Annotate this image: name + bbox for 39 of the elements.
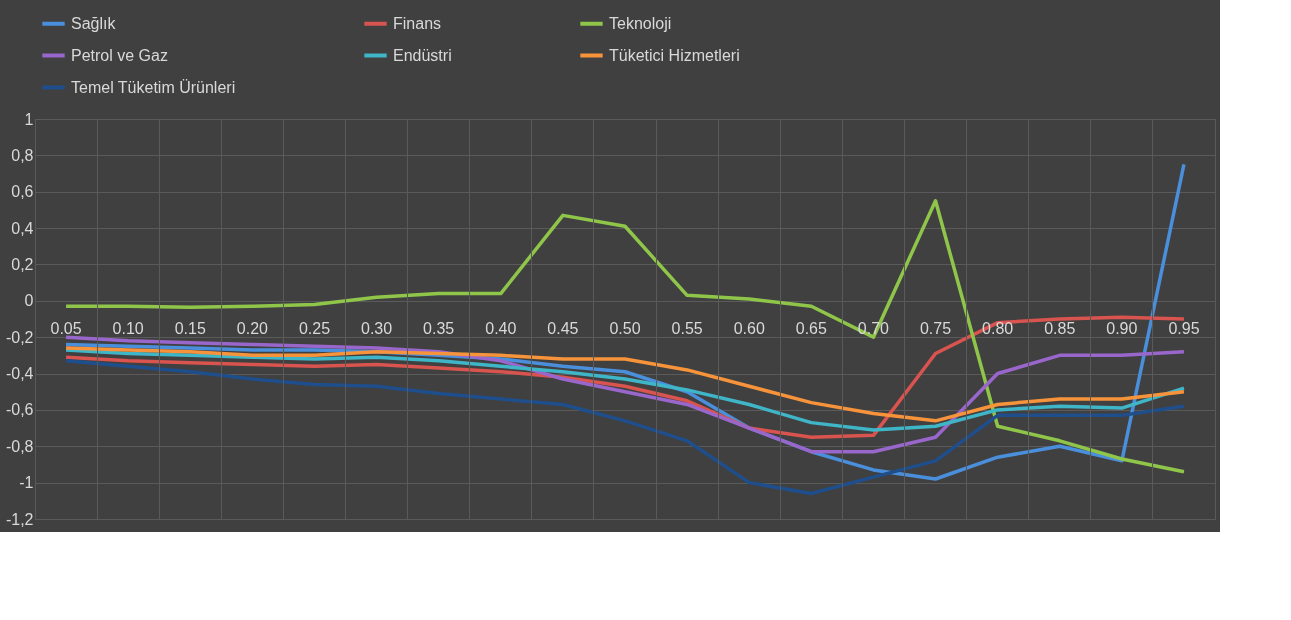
x-tick-label: 0.35 [423,320,455,338]
y-tick-label: -0,6 [5,401,34,419]
x-tick-label: 0.55 [671,320,703,338]
y-tick-label: -0,8 [5,437,34,455]
line-series [64,335,1186,454]
y-tick-label: 0,8 [11,146,34,164]
y-tick-label: -1 [19,474,34,492]
y-tick-label: 0,6 [11,183,34,201]
x-tick-label: 0.90 [1106,320,1138,338]
legend-label: Finans [393,14,442,32]
legend-label: Tüketici Hizmetleri [609,46,740,64]
x-tick-label: 0.75 [919,320,952,338]
y-tick-label: 0,4 [11,219,34,237]
x-tick-label: 0.30 [361,320,393,338]
y-tick-label: -0,4 [5,365,34,383]
x-tick-label: 0.40 [485,320,517,338]
y-tick-label: 0,2 [11,255,34,273]
x-tick-label: 0.85 [1044,320,1076,338]
x-tick-label: 0.80 [982,320,1014,338]
line-series [64,359,1186,496]
x-tick-label: 0.60 [733,320,765,338]
y-tick-label: 1 [24,110,34,128]
x-tick-label: 0.25 [298,320,331,338]
y-tick-label: -0,2 [5,328,34,346]
y-tick-label: -1,2 [5,510,34,528]
x-tick-label: 0.20 [236,320,269,338]
x-tick-label: 0.05 [50,320,82,338]
y-tick-label: 0 [24,292,34,310]
legend-label: Temel Tüketim Ürünleri [71,78,236,96]
legend-label: Petrol ve Gaz [71,46,168,64]
legend-label: Teknoloji [609,14,672,32]
legend-label: Endüstri [393,46,452,64]
x-tick-label: 0.15 [174,320,206,338]
x-tick-label: 0.50 [609,320,641,338]
x-tick-label: 0.45 [547,320,579,338]
legend-label: Sağlık [71,14,117,32]
x-tick-label: 0.95 [1168,320,1200,338]
x-tick-label: 0.10 [112,320,144,338]
x-tick-label: 0.65 [795,320,827,338]
